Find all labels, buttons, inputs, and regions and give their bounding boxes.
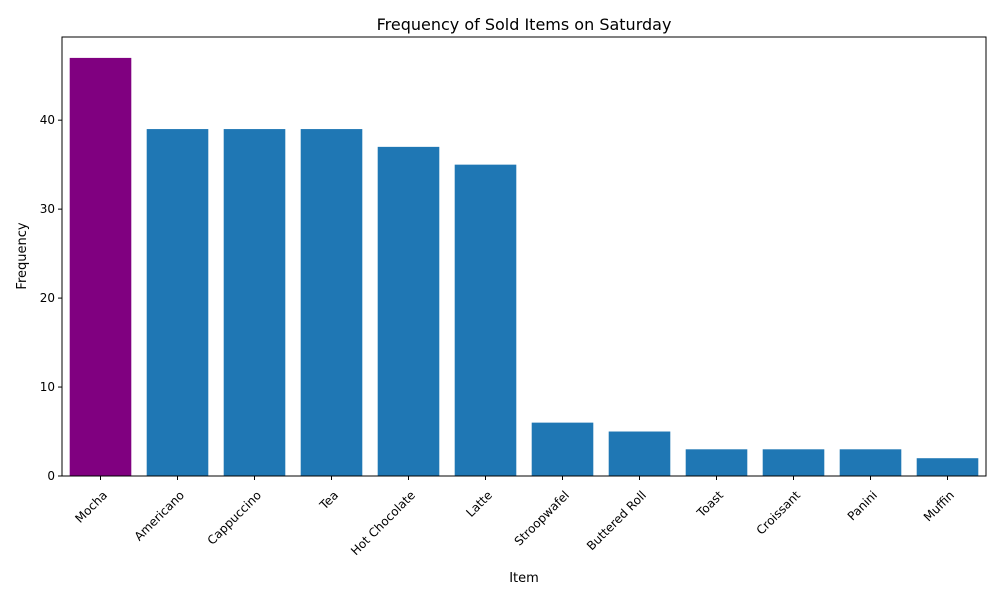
bars-layer bbox=[69, 57, 979, 477]
y-tick-label: 10 bbox=[40, 380, 55, 394]
x-tick-label: Panini bbox=[845, 488, 880, 523]
y-tick-label: 0 bbox=[47, 469, 55, 483]
x-tick-label: Stroopwafel bbox=[512, 488, 572, 548]
bar-buttered-roll bbox=[608, 431, 671, 476]
bar-hot-chocolate bbox=[377, 146, 440, 477]
y-axis-label: Frequency bbox=[15, 222, 30, 289]
bar-mocha bbox=[69, 57, 132, 477]
x-tick-label: Toast bbox=[694, 488, 727, 521]
x-tick-label: Cappuccino bbox=[205, 488, 264, 547]
bar-stroopwafel bbox=[531, 422, 594, 476]
bar-toast bbox=[685, 449, 748, 476]
bar-latte bbox=[454, 164, 517, 476]
x-tick-label: Americano bbox=[132, 488, 187, 543]
bar-americano bbox=[146, 129, 209, 476]
x-tick-label: Hot Chocolate bbox=[348, 488, 418, 558]
y-tick-label: 20 bbox=[40, 291, 55, 305]
x-tick-label: Latte bbox=[463, 488, 495, 520]
x-tick-label: Buttered Roll bbox=[584, 488, 649, 553]
chart-title: Frequency of Sold Items on Saturday bbox=[377, 15, 672, 34]
bar-muffin bbox=[916, 458, 979, 476]
y-tick-label: 40 bbox=[40, 113, 55, 127]
bar-tea bbox=[300, 129, 363, 476]
bar-cappuccino bbox=[223, 129, 286, 476]
x-tick-label: Muffin bbox=[921, 488, 957, 524]
x-tick-label: Mocha bbox=[72, 488, 110, 526]
x-tick-label: Tea bbox=[316, 488, 341, 513]
bar-panini bbox=[839, 449, 902, 476]
y-tick-label: 30 bbox=[40, 202, 55, 216]
bar-croissant bbox=[762, 449, 825, 476]
x-axis-label: Item bbox=[509, 571, 539, 586]
x-tick-label: Croissant bbox=[754, 488, 804, 538]
plot-frame bbox=[61, 36, 987, 477]
